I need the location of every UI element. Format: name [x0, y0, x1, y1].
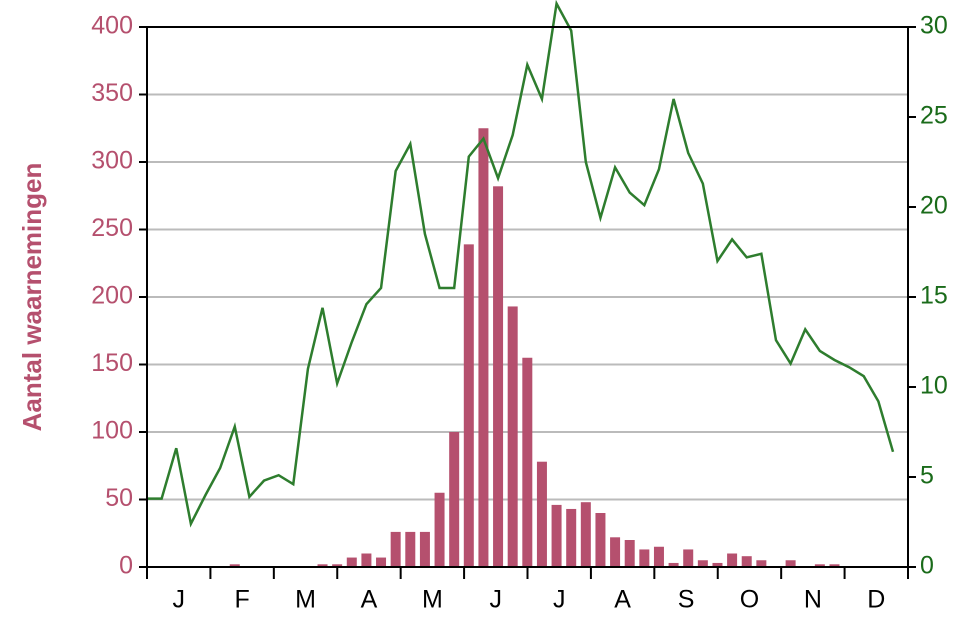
bar: [449, 432, 460, 567]
x-tick-label: M: [295, 586, 316, 614]
bar: [317, 564, 328, 567]
bar: [536, 461, 547, 567]
x-tick-label: A: [614, 586, 631, 614]
bar: [727, 553, 738, 567]
x-tick-label: D: [867, 586, 885, 614]
bar: [756, 560, 767, 567]
bar: [229, 564, 240, 567]
y-tick-label: 150: [91, 349, 133, 377]
y-tick-label: 400: [91, 12, 133, 40]
bar: [610, 537, 621, 567]
bar: [332, 564, 343, 567]
bar: [683, 549, 694, 567]
bar: [376, 557, 387, 567]
bar: [829, 564, 840, 567]
x-tick-label: F: [234, 586, 249, 614]
bar: [419, 531, 430, 567]
bar: [507, 306, 518, 567]
bar: [522, 357, 533, 567]
bar: [434, 492, 445, 567]
x-tick-label: S: [678, 586, 695, 614]
x-tick-label: N: [804, 586, 822, 614]
x-tick-label: J: [490, 586, 503, 614]
bar: [390, 531, 401, 567]
y2-tick-label: 10: [920, 372, 948, 400]
y2-tick-label: 30: [920, 12, 948, 40]
bar: [478, 128, 489, 567]
bar: [361, 553, 372, 567]
y-tick-label: 300: [91, 147, 133, 175]
y2-tick-label: 20: [920, 192, 948, 220]
bar: [346, 557, 357, 567]
line: [147, 0, 895, 528]
bar: [551, 504, 562, 567]
bar: [405, 531, 416, 567]
bar: [712, 562, 723, 567]
bar: [595, 513, 606, 567]
y2-tick-label: 15: [920, 282, 948, 310]
y-tick-label: 100: [91, 417, 133, 445]
x-tick-label: M: [422, 586, 443, 614]
y-tick-label: 50: [105, 484, 133, 512]
bar: [653, 546, 664, 567]
bar: [566, 508, 577, 567]
y2-tick-label: 25: [920, 102, 948, 130]
x-tick-label: J: [172, 586, 185, 614]
bar: [493, 186, 504, 568]
bar: [580, 502, 591, 567]
bar: [741, 556, 752, 567]
bar: [814, 564, 825, 567]
y-axis-label: Aantal waarnemingen: [17, 163, 47, 432]
x-tick-label: J: [553, 586, 566, 614]
bar: [624, 540, 635, 567]
x-tick-label: A: [361, 586, 378, 614]
bar: [639, 549, 650, 567]
y2-tick-label: 0: [920, 552, 934, 580]
y-tick-label: 350: [91, 79, 133, 107]
y-tick-label: 250: [91, 214, 133, 242]
y-tick-label: 0: [119, 552, 133, 580]
y-tick-label: 200: [91, 282, 133, 310]
x-tick-label: O: [740, 586, 759, 614]
bar: [668, 562, 679, 567]
bar: [463, 244, 474, 567]
bar: [785, 560, 796, 567]
bar: [697, 560, 708, 567]
y2-tick-label: 5: [920, 462, 934, 490]
